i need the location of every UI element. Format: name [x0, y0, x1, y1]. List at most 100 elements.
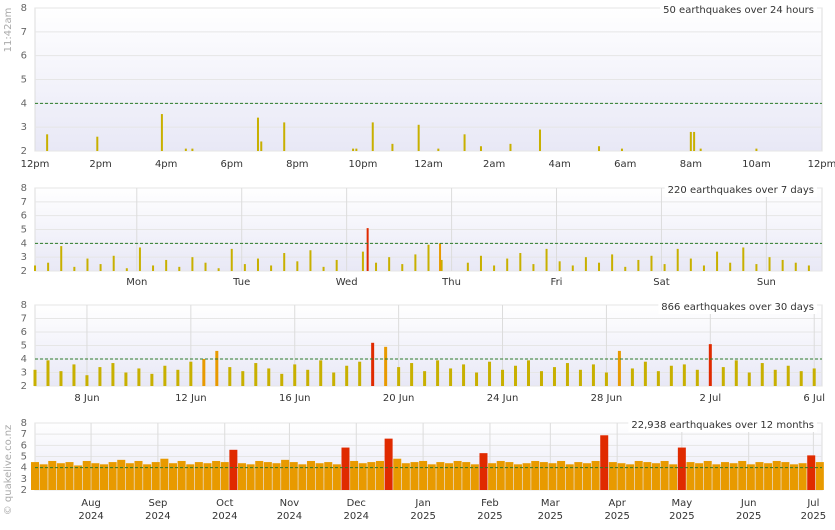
quake-bar: [358, 361, 362, 386]
quake-bar: [111, 363, 115, 386]
quake-bar: [73, 266, 76, 271]
y-tick-label: 3: [21, 368, 27, 379]
quake-bar: [699, 148, 702, 151]
title-bg: [628, 419, 817, 432]
quake-bar: [531, 460, 540, 490]
x-tick-label: 2pm: [89, 159, 111, 170]
quake-bar: [401, 264, 404, 271]
quake-bar: [440, 259, 443, 271]
y-tick-label: 4: [21, 354, 27, 365]
x-tick-label: Jul: [806, 498, 819, 509]
quake-bar: [689, 258, 692, 271]
x-tick-year: 2024: [277, 511, 302, 522]
quake-bar: [466, 262, 469, 271]
quake-bar: [462, 364, 466, 386]
quake-bar: [565, 363, 569, 386]
quake-bar: [217, 268, 220, 271]
x-tick-label: 2 Jul: [700, 393, 722, 404]
chart-title: 220 earthquakes over 7 days: [668, 185, 814, 196]
quake-bar: [669, 365, 673, 386]
quake-bar: [591, 364, 595, 386]
x-tick-label: 8 Jun: [74, 393, 99, 404]
quake-bar: [352, 148, 355, 151]
x-tick-label: 20 Jun: [383, 393, 415, 404]
quake-bar: [437, 148, 440, 151]
y-tick-label: 8: [21, 3, 27, 14]
quake-bar: [85, 375, 89, 386]
quake-bar: [332, 464, 341, 490]
quake-bar: [702, 265, 705, 271]
quake-bar: [479, 146, 482, 151]
y-tick-label: 6: [21, 51, 27, 62]
quake-bar: [720, 462, 729, 490]
x-tick-label: 8am: [680, 159, 702, 170]
quake-bar: [230, 248, 233, 271]
quake-bar: [191, 148, 194, 151]
x-tick-label: Sun: [757, 277, 776, 288]
quake-bar: [548, 463, 557, 490]
quake-bar: [634, 460, 643, 490]
quake-bar: [358, 463, 367, 490]
quake-bar: [427, 464, 436, 490]
quake-bar: [270, 265, 273, 271]
y-tick-label: 7: [21, 197, 27, 208]
quake-bar: [393, 458, 402, 490]
quake-bar: [716, 251, 719, 271]
quake-bar: [184, 148, 187, 151]
quake-bar: [755, 462, 764, 490]
quake-bar: [306, 460, 315, 490]
x-tick-year: 2024: [344, 511, 369, 522]
quake-bar: [401, 463, 410, 490]
quake-bar: [479, 453, 488, 490]
quake-bar: [375, 262, 378, 271]
y-tick-label: 8: [21, 418, 27, 429]
quake-bar: [371, 342, 375, 386]
x-tick-label: Nov: [280, 498, 300, 509]
quake-bar: [656, 371, 660, 386]
y-tick-label: 2: [21, 266, 27, 277]
quake-bar: [729, 463, 738, 490]
quake-bar: [189, 361, 193, 386]
y-tick-label: 3: [21, 122, 27, 133]
x-tick-label: 6 Jul: [803, 393, 825, 404]
x-tick-year: 2024: [78, 511, 103, 522]
x-tick-label: Sep: [148, 498, 167, 509]
quake-bar: [46, 134, 49, 151]
quake-bar: [798, 463, 807, 490]
y-tick-label: 6: [21, 211, 27, 222]
quake-bar: [31, 462, 39, 490]
quake-bar: [693, 131, 696, 151]
quake-bar: [124, 372, 128, 386]
quake-bar: [322, 266, 325, 271]
quake-bar: [47, 262, 50, 271]
quake-bar: [255, 460, 264, 490]
quake-bar: [177, 460, 186, 490]
quake-bar: [361, 251, 364, 271]
quake-bar: [436, 462, 445, 490]
quake-bar: [65, 462, 74, 490]
quake-bar: [650, 255, 653, 271]
quake-bar: [96, 136, 99, 151]
y-tick-label: 7: [21, 429, 27, 440]
title-bg: [664, 184, 817, 197]
quake-bar: [532, 264, 535, 271]
quake-bar: [186, 464, 195, 490]
x-tick-label: Dec: [347, 498, 366, 509]
quake-bar: [807, 455, 816, 490]
quake-bar: [91, 463, 100, 490]
quake-bar: [99, 264, 102, 271]
quake-bar: [423, 371, 427, 386]
quake-bar: [384, 346, 388, 386]
quake-bar: [204, 262, 207, 271]
quake-bar: [475, 372, 479, 386]
quake-bar: [760, 363, 764, 386]
quake-bar: [773, 369, 777, 386]
x-tick-label: Mon: [126, 277, 147, 288]
quake-bar: [345, 365, 349, 386]
quake-bar: [677, 447, 686, 490]
quake-bar: [220, 462, 229, 490]
x-tick-year: 2024: [212, 511, 237, 522]
x-tick-label: 10am: [742, 159, 771, 170]
quake-bar: [108, 462, 117, 490]
quake-bar: [712, 464, 721, 490]
